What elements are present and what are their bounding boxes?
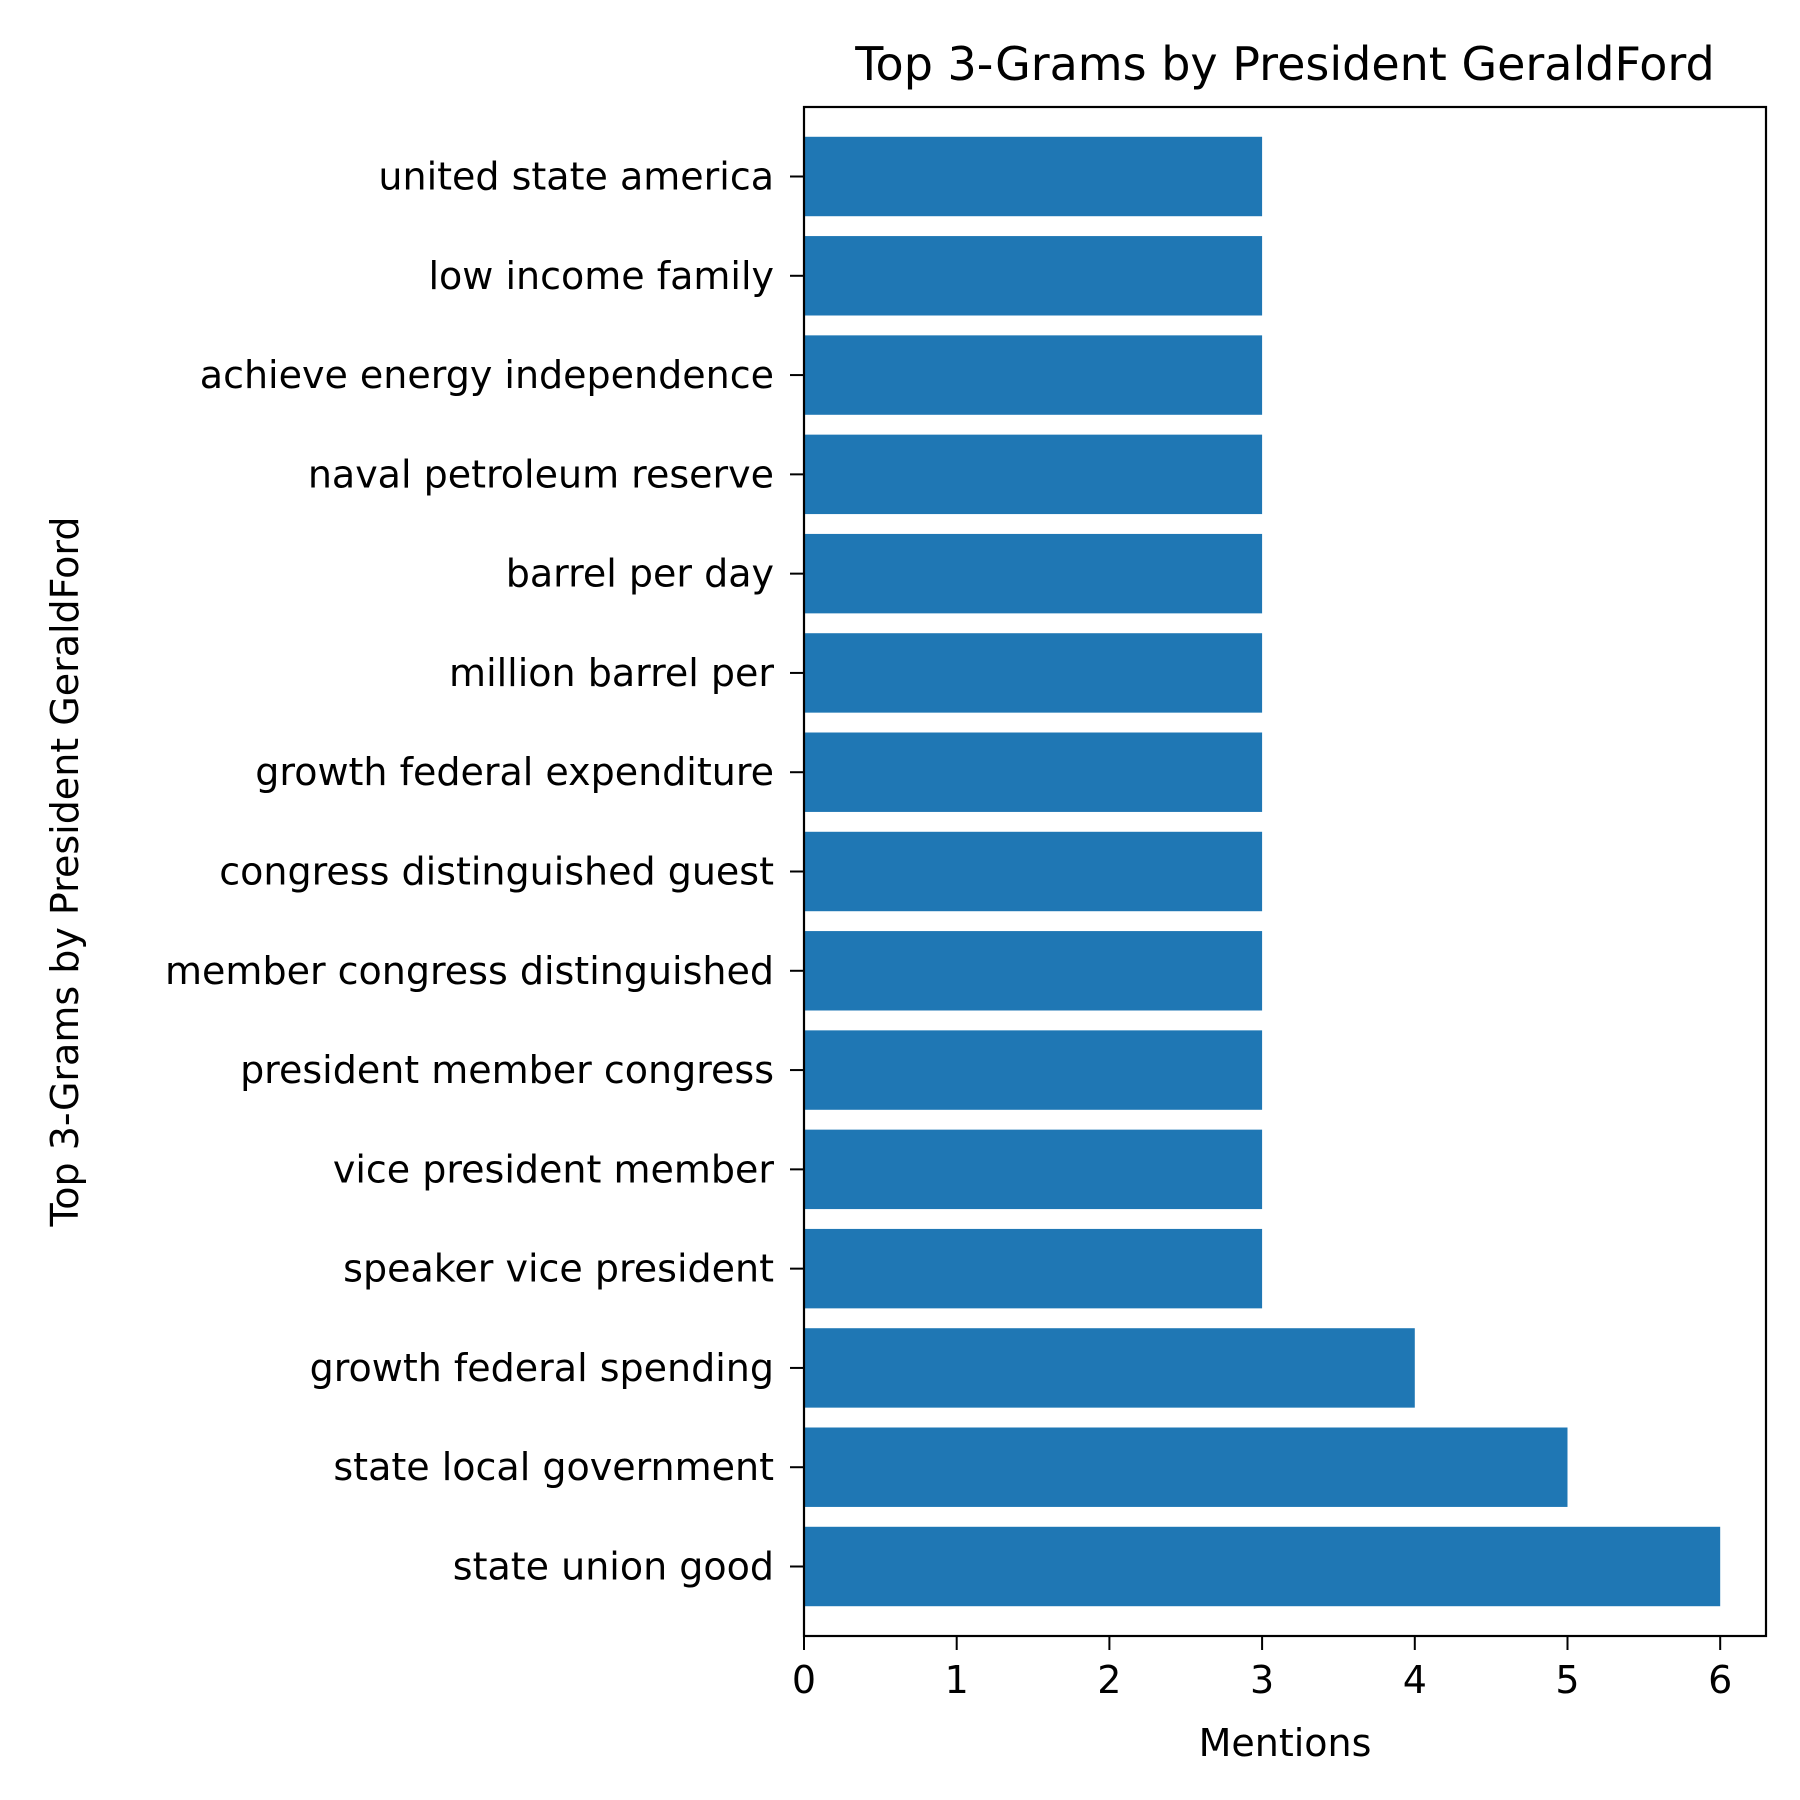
y-tick-label: barrel per day: [506, 552, 774, 596]
y-tick-label: growth federal expenditure: [255, 750, 774, 794]
x-tick-label: 1: [945, 1658, 969, 1702]
x-tick-label: 3: [1250, 1658, 1274, 1702]
bars-group: [804, 136, 1721, 1607]
x-tick-label: 6: [1708, 1658, 1732, 1702]
y-tick-label: million barrel per: [449, 651, 774, 695]
bar: [804, 1526, 1721, 1607]
bar: [804, 236, 1263, 316]
y-axis-ticks: state union good state local government gr…: [165, 155, 804, 1589]
y-tick-label: speaker vice president: [343, 1247, 774, 1291]
y-tick-label: congress distinguished guest: [219, 850, 774, 894]
bar: [804, 533, 1263, 614]
y-tick-label: low income family: [428, 254, 774, 298]
bar: [804, 1427, 1568, 1507]
x-axis-label: Mentions: [1199, 1721, 1372, 1765]
bar: [804, 732, 1263, 812]
plot-frame: [802, 105, 1768, 1638]
x-tick-label: 5: [1555, 1658, 1579, 1702]
y-axis-label: Top 3-Grams by President GeraldFord: [43, 517, 87, 1228]
y-tick-label: achieve energy independence: [200, 353, 774, 397]
x-tick-label: 2: [1097, 1658, 1121, 1702]
y-tick-label: united state america: [378, 155, 774, 199]
x-axis-ticks: 0 1 2 3 4 5 6: [792, 1636, 1732, 1702]
y-tick-label: vice president member: [333, 1147, 775, 1191]
bar: [804, 633, 1263, 713]
x-tick-label: 0: [792, 1658, 816, 1702]
bar: [804, 1030, 1263, 1110]
bar: [804, 434, 1263, 515]
bar: [804, 1228, 1263, 1309]
y-tick-label: president member congress: [240, 1048, 774, 1092]
chart-title: Top 3-Grams by President GeraldFord: [854, 37, 1714, 91]
y-tick-label: member congress distinguished: [165, 949, 774, 993]
bar: [804, 136, 1263, 217]
y-tick-label: state union good: [453, 1545, 774, 1589]
x-tick-label: 4: [1403, 1658, 1427, 1702]
y-tick-label: naval petroleum reserve: [308, 452, 774, 496]
y-tick-label: state local government: [333, 1445, 774, 1489]
bar: [804, 1328, 1415, 1408]
bar: [804, 335, 1263, 415]
y-tick-label: growth federal spending: [310, 1346, 774, 1390]
bar: [804, 831, 1263, 912]
bar: [804, 931, 1263, 1011]
bar: [804, 1129, 1263, 1210]
